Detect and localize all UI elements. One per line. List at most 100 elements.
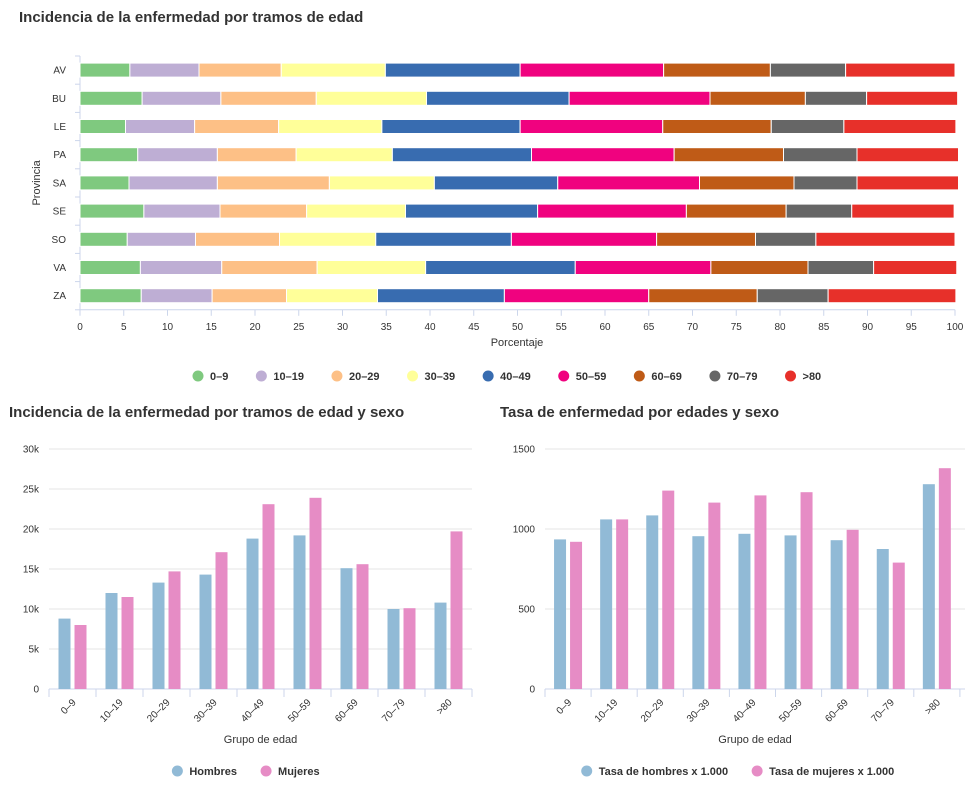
chart1-legend-marker-30-39 <box>407 370 419 382</box>
chart1-bar-za-80 <box>827 288 957 304</box>
chart2-x-tick-label-0-9: 0–9 <box>59 697 79 717</box>
chart1-bar-le-50-59 <box>519 119 664 134</box>
chart1-bar-bu-40-49 <box>426 90 570 106</box>
chart3-y-tick-label-0: 0 <box>529 685 535 696</box>
chart2-bar-80-hombres <box>434 602 447 689</box>
chart2-y-tick-label-5k: 5k <box>28 645 40 656</box>
chart2-y-tick-label-0: 0 <box>33 685 39 696</box>
chart1-bar-av-60-69 <box>663 62 771 78</box>
chart1-bar-pa-80 <box>856 147 959 163</box>
chart2-x-tick-label-10-19: 10–19 <box>98 697 126 725</box>
chart1-bar-se-20-29 <box>219 203 308 219</box>
chart1-legend-marker-50-59 <box>558 370 570 382</box>
chart3-legend-label-tasa-de-hombres-x-1-000: Tasa de hombres x 1.000 <box>599 766 728 778</box>
chart1-bar-pa-0-9 <box>79 147 139 163</box>
chart1-bar-sa-40-49 <box>433 175 559 191</box>
chart1-y-tick-label-se: SE <box>53 207 67 218</box>
chart2-bar-60-69-mujeres <box>356 564 369 689</box>
chart1-bar-va-60-69 <box>710 260 809 275</box>
chart1-x-axis-title: Porcentaje <box>491 337 544 349</box>
chart1-bar-za-40-49 <box>377 288 505 304</box>
chart1-bar-pa-40-49 <box>391 147 532 163</box>
chart1-bar-pa-10-19 <box>137 147 218 163</box>
chart1-bar-bu-0-9 <box>79 90 143 106</box>
chart1-bar-av-40-49 <box>384 62 521 78</box>
chart1-bar-le-40-49 <box>381 119 521 134</box>
chart1-x-tick-label-0: 0 <box>77 322 83 333</box>
chart3-bar-40-49-tasa-de-mujeres-x-1-000 <box>754 495 767 689</box>
chart3-bar-60-69-tasa-de-mujeres-x-1-000 <box>846 529 859 689</box>
chart1-legend-marker-40-49 <box>482 370 494 382</box>
chart1-bar-sa-50-59 <box>557 175 700 191</box>
chart2-x-tick-label-30-39: 30–39 <box>192 697 220 725</box>
chart2-legend-label-mujeres: Mujeres <box>278 766 320 778</box>
chart1-bar-va-50-59 <box>574 260 712 275</box>
chart3-bar-60-69-tasa-de-hombres-x-1-000 <box>830 540 843 689</box>
chart1-y-tick-label-sa: SA <box>53 178 67 189</box>
chart2-bar-0-9-mujeres <box>74 625 87 689</box>
chart1-bar-sa-60-69 <box>699 175 795 191</box>
chart2-x-axis-title: Grupo de edad <box>224 734 297 746</box>
chart1-bar-va-40-49 <box>425 260 576 275</box>
chart2-bar-40-49-hombres <box>246 538 259 689</box>
chart1-x-tick-label-55: 55 <box>556 322 568 333</box>
chart1-bar-so-20-29 <box>195 231 280 247</box>
chart2-bar-20-29-hombres <box>152 582 165 689</box>
chart1-x-tick-label-15: 15 <box>206 322 218 333</box>
chart1-x-tick-label-20: 20 <box>249 322 261 333</box>
chart1-bar-za-70-79 <box>756 288 829 304</box>
chart2-bar-20-29-mujeres <box>168 571 181 689</box>
chart3-bar-70-79-tasa-de-mujeres-x-1-000 <box>892 562 905 689</box>
chart3-legend-item-tasa-de-mujeres-x-1-000: Tasa de mujeres x 1.000 <box>751 765 894 778</box>
chart1-legend-label-30-39: 30–39 <box>425 371 456 383</box>
chart1-bar-av-80 <box>845 62 956 78</box>
chart1-legend-item-80: >80 <box>785 370 821 383</box>
chart1-bar-se-60-69 <box>685 203 787 219</box>
chart3-bar-0-9-tasa-de-hombres-x-1-000 <box>554 539 567 689</box>
chart1-legend-label-20-29: 20–29 <box>349 371 380 383</box>
chart3-bar-50-59-tasa-de-hombres-x-1-000 <box>784 535 797 689</box>
chart1-legend-marker-0-9 <box>192 370 204 382</box>
chart1-bar-pa-60-69 <box>673 147 784 163</box>
chart1-x-tick-label-95: 95 <box>906 322 918 333</box>
chart3-x-tick-label-10-19: 10–19 <box>593 697 621 725</box>
chart1-bar-se-10-19 <box>143 203 221 219</box>
chart2-x-tick-label-70-79: 70–79 <box>380 697 408 725</box>
chart2-bar-30-39-mujeres <box>215 552 228 689</box>
chart1-bar-so-70-79 <box>755 231 817 247</box>
chart1-legend-item-70-79: 70–79 <box>709 370 758 383</box>
chart2-legend-marker-hombres <box>171 765 183 777</box>
chart2-bar-30-39-hombres <box>199 574 212 689</box>
chart1-bar-sa-10-19 <box>128 175 218 191</box>
chart1-x-tick-label-60: 60 <box>599 322 611 333</box>
chart1-y-tick-label-va: VA <box>53 263 66 274</box>
chart3-x-tick-label-40-49: 40–49 <box>731 697 759 725</box>
chart1-legend-label-60-69: 60–69 <box>651 371 682 383</box>
chart3-bar-20-29-tasa-de-hombres-x-1-000 <box>646 515 659 689</box>
chart1-x-tick-label-5: 5 <box>121 322 127 333</box>
chart3-y-tick-label-1000: 1000 <box>513 525 536 536</box>
chart1-y-tick-label-so: SO <box>52 235 67 246</box>
chart1-x-tick-label-30: 30 <box>337 322 349 333</box>
chart1-bar-se-50-59 <box>537 203 687 219</box>
chart2-bar-50-59-mujeres <box>309 497 322 689</box>
chart1-bar-va-80 <box>873 260 958 275</box>
chart1-bar-za-20-29 <box>211 288 287 304</box>
chart1-bar-va-20-29 <box>221 260 318 275</box>
chart1-x-tick-label-90: 90 <box>862 322 874 333</box>
chart1-legend-marker-20-29 <box>331 370 343 382</box>
chart1-legend-marker-60-69 <box>633 370 645 382</box>
chart3-x-tick-label-60-69: 60–69 <box>823 697 851 725</box>
chart1-x-tick-label-65: 65 <box>643 322 655 333</box>
chart1-x-tick-label-75: 75 <box>731 322 743 333</box>
chart1-bar-av-30-39 <box>280 62 386 78</box>
chart2-x-tick-label-60-69: 60–69 <box>333 697 361 725</box>
chart2-bar-10-19-hombres <box>105 593 118 689</box>
chart1-x-tick-label-100: 100 <box>947 322 964 333</box>
chart1-bar-bu-60-69 <box>709 90 806 106</box>
chart3-x-tick-label-30-39: 30–39 <box>685 697 713 725</box>
chart1-bar-za-30-39 <box>286 288 378 304</box>
chart3-bar-40-49-tasa-de-hombres-x-1-000 <box>738 533 751 689</box>
chart1-legend-item-50-59: 50–59 <box>558 370 606 383</box>
